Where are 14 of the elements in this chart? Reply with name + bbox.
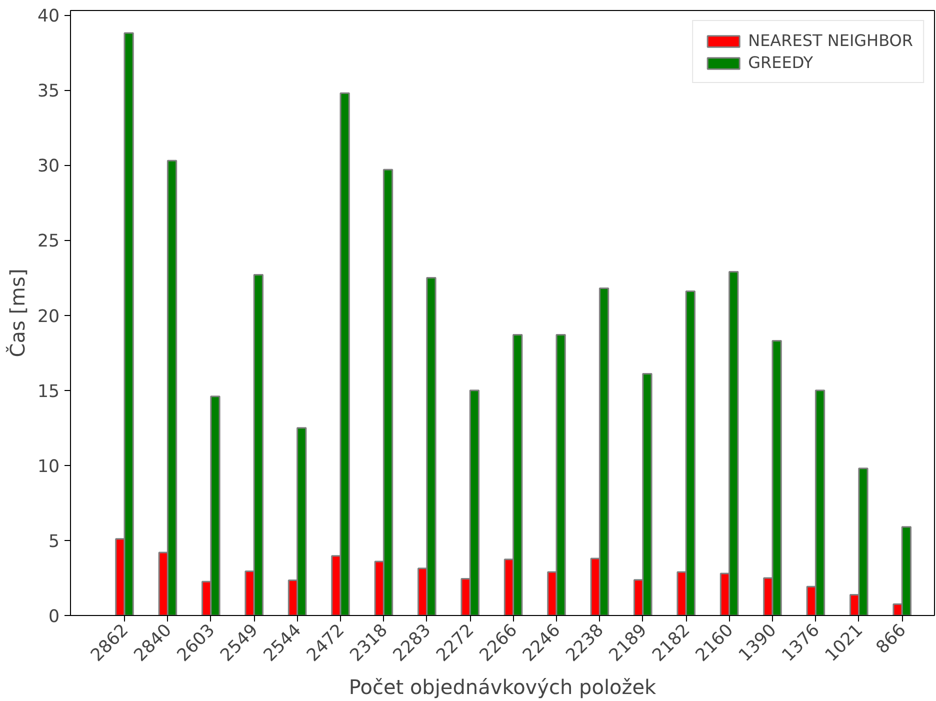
y-tick-label: 35: [37, 82, 60, 102]
y-tick-label: 40: [37, 6, 60, 27]
y-axis-title: Čas [ms]: [5, 268, 30, 358]
y-tick-label: 0: [48, 607, 60, 627]
legend-label: GREEDY: [748, 53, 814, 72]
x-tick-label: 866: [872, 620, 910, 658]
x-axis-title: Počet objednávkových položek: [348, 674, 657, 699]
y-tick-label: 20: [37, 306, 60, 327]
y-tick-label: 25: [37, 232, 60, 252]
y-tick-label: 5: [48, 532, 60, 552]
y-tick-label: 30: [37, 156, 60, 177]
legend-label: NEAREST NEIGHBOR: [748, 31, 913, 50]
y-tick-label: 15: [37, 382, 60, 402]
y-tick-label: 10: [37, 456, 60, 477]
